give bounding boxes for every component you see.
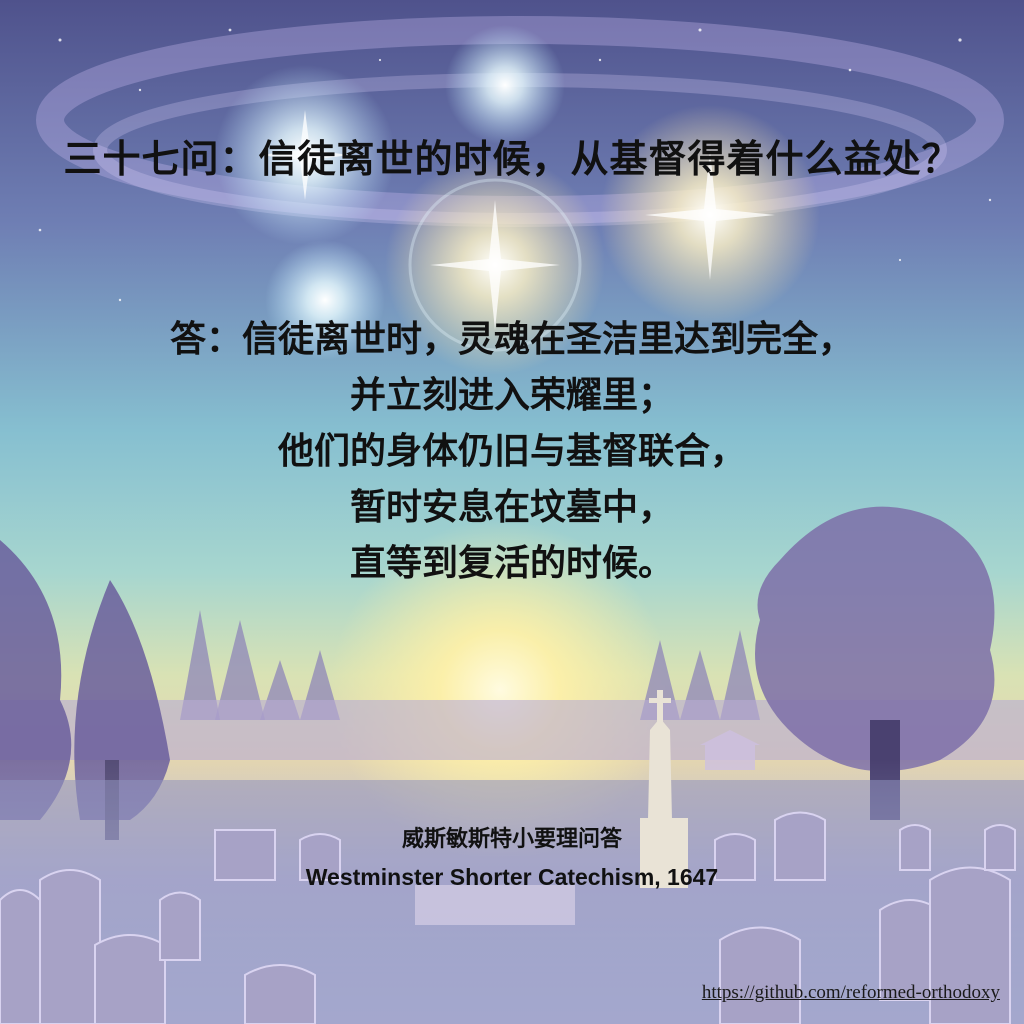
- answer-line: 直等到复活的时候。: [349, 543, 674, 584]
- answer-line: 他们的身体仍旧与基督联合，: [277, 431, 746, 472]
- answer-line: 答：信徒离世时，灵魂在圣洁里达到完全，: [169, 319, 854, 360]
- source-english: Westminster Shorter Catechism, 1647: [305, 864, 719, 890]
- source-attribution: 威斯敏斯特小要理问答 Westminster Shorter Catechism…: [0, 824, 1024, 894]
- github-link[interactable]: https://github.com/reformed-orthodoxy: [701, 982, 1000, 1003]
- answer-line: 暂时安息在坟墓中，: [349, 487, 674, 528]
- source-chinese: 威斯敏斯特小要理问答: [401, 827, 622, 852]
- answer-text: 答：信徒离世时，灵魂在圣洁里达到完全， 并立刻进入荣耀里； 他们的身体仍旧与基督…: [0, 312, 1024, 592]
- answer-line: 并立刻进入荣耀里；: [349, 375, 674, 416]
- question-title: 三十七问：信徒离世的时候，从基督得着什么益处？: [63, 137, 961, 181]
